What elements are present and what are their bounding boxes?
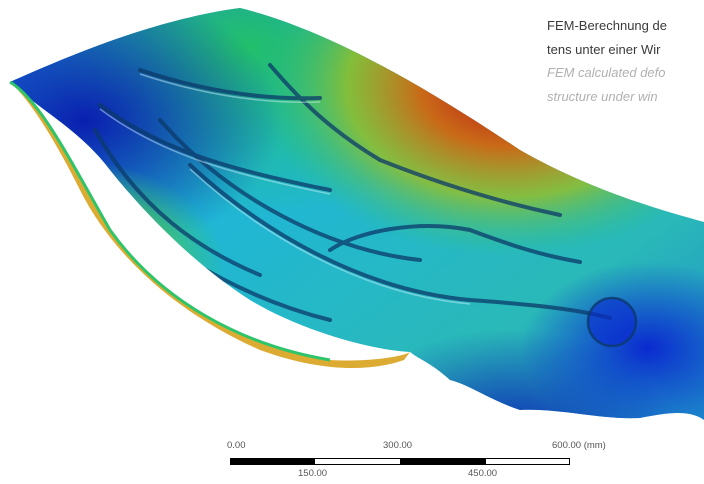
caption-german-line-2: tens unter einer Wir xyxy=(547,41,661,57)
caption-german-line-1: FEM-Berechnung de xyxy=(547,18,667,33)
latch-recess xyxy=(588,298,636,346)
caption-english-line-1: FEM calculated defo xyxy=(547,65,666,80)
caption-english-line-2: structure under win xyxy=(547,88,658,104)
figure-caption: FEM-Berechnung de tens unter einer Wir F… xyxy=(547,14,704,108)
